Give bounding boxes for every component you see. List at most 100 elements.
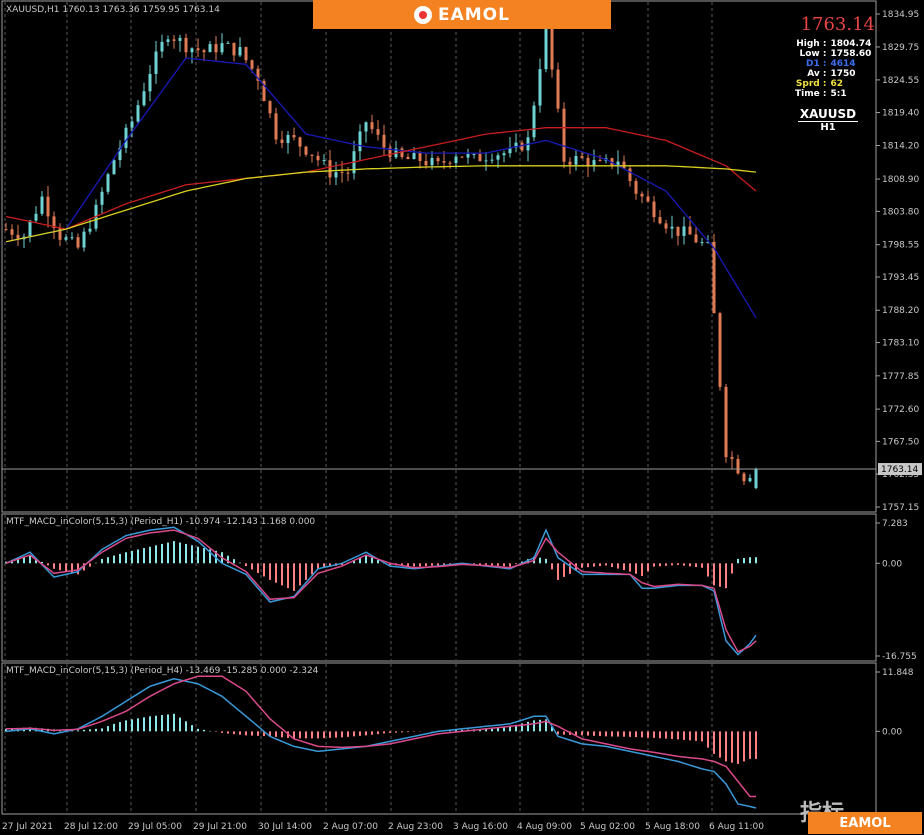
x-tick-label: 2 Aug 07:00 [323, 822, 378, 832]
info-key-d1: D1 : [805, 59, 827, 69]
candle-bull [148, 73, 152, 92]
candle-bull [538, 69, 542, 106]
y-tick-label: 1808.90 [882, 175, 919, 185]
candle-bull [682, 226, 686, 236]
x-tick-label: 29 Jul 05:00 [128, 822, 182, 832]
y-tick-label: 1798.55 [882, 241, 919, 251]
candle-bear [724, 386, 728, 458]
candle-bear [184, 37, 188, 53]
candle-bear [424, 160, 428, 166]
candle-bear [640, 193, 644, 197]
info-table: High :1804.74 Low :1758.60 D1 :4614 Av :… [793, 39, 873, 99]
candle-bull [616, 161, 620, 166]
info-value-d1: 4614 [830, 59, 856, 69]
candle-bear [304, 146, 308, 155]
candle-bear [298, 137, 302, 147]
candle-bear [406, 156, 410, 160]
candle-bear [694, 234, 698, 243]
candle-bear [172, 39, 176, 41]
x-tick-label: 5 Aug 18:00 [645, 822, 700, 832]
candle-bear [310, 154, 314, 156]
candle-bull [700, 242, 704, 244]
candle-bull [106, 174, 110, 192]
y-tick-label: 1757.15 [882, 503, 919, 513]
candle-bear [676, 226, 680, 236]
candle-bear [202, 50, 206, 53]
x-tick-label: 30 Jul 14:00 [258, 822, 312, 832]
candle-bear [10, 229, 14, 235]
candle-bull [358, 131, 362, 152]
macd-line [5, 529, 757, 653]
candle-bull [514, 142, 518, 148]
candle-bear [292, 134, 296, 138]
candle-bull [670, 226, 674, 229]
candle-bear [556, 69, 560, 109]
candle-bull [412, 153, 416, 160]
candle-bull [748, 478, 752, 482]
chart-title: XAUUSD,H1 1760.13 1763.36 1759.95 1763.1… [6, 5, 220, 15]
candle-bear [730, 457, 734, 459]
candle-bull [208, 44, 212, 53]
candle-bear [268, 101, 272, 114]
info-row-d1: D1 :4614 [793, 59, 873, 69]
candle-bear [52, 216, 56, 229]
brand-banner: EAMOL [313, 0, 611, 29]
candle-bull [430, 157, 434, 166]
info-row-time: Time :5:1 [793, 89, 873, 99]
y-tick-label: 1762.35 [882, 470, 919, 480]
info-key-high: High : [796, 39, 827, 49]
candle-bull [28, 220, 32, 237]
info-key-av: Av : [807, 69, 827, 79]
candle-bear [244, 47, 248, 61]
info-row-low: Low :1758.60 [793, 49, 873, 59]
y-tick-label: 1788.20 [882, 306, 919, 316]
candle-bear [4, 229, 8, 231]
candle-bull [34, 213, 38, 221]
candle-bear [736, 458, 740, 474]
candle-bull [472, 153, 476, 155]
y-tick-label: 1783.10 [882, 339, 919, 349]
candle-bull [178, 37, 182, 41]
y-tick-label: 1777.85 [882, 372, 919, 382]
candle-bear [520, 142, 524, 151]
candle-bull [544, 22, 548, 70]
y-tick-label: 1772.60 [882, 405, 919, 415]
candle-bull [454, 156, 458, 164]
candle-bull [124, 127, 128, 148]
y-tick-label: 1824.55 [882, 76, 919, 86]
y-tick-label: -16.755 [882, 652, 917, 662]
candle-bear [400, 148, 404, 157]
candle-bull [490, 159, 494, 161]
candle-bear [610, 158, 614, 166]
candle-bull [286, 134, 290, 144]
candle-bear [646, 196, 650, 202]
info-value-time: 5:1 [830, 89, 847, 99]
candle-bear [718, 313, 722, 387]
candle-bull [496, 155, 500, 160]
candle-bull [484, 160, 488, 162]
current-price-label: 1763.14 [881, 465, 918, 475]
info-value-low: 1758.60 [830, 49, 872, 59]
candle-bear [382, 134, 386, 148]
candle-bear [346, 172, 350, 174]
candle-bear [622, 161, 626, 169]
candle-bear [634, 181, 638, 194]
y-tick-label: 0.00 [882, 727, 902, 737]
candle-bull [334, 172, 338, 178]
candle-bear [46, 196, 50, 217]
y-tick-label: 1814.20 [882, 141, 919, 151]
macd-line [5, 526, 757, 656]
candle-bear [370, 122, 374, 130]
candle-bear [562, 108, 566, 162]
info-key-time: Time : [795, 89, 827, 99]
candle-bull [70, 237, 74, 239]
candle-bear [328, 160, 332, 178]
candle-bull [238, 47, 242, 56]
candle-bull [154, 51, 158, 74]
y-tick-label: 1834.95 [882, 10, 919, 20]
x-tick-label: 3 Aug 16:00 [453, 822, 508, 832]
y-tick-label: 11.848 [882, 668, 914, 678]
y-tick-label: 7.283 [882, 519, 908, 529]
candle-bull [226, 42, 230, 44]
candle-bear [688, 226, 692, 235]
